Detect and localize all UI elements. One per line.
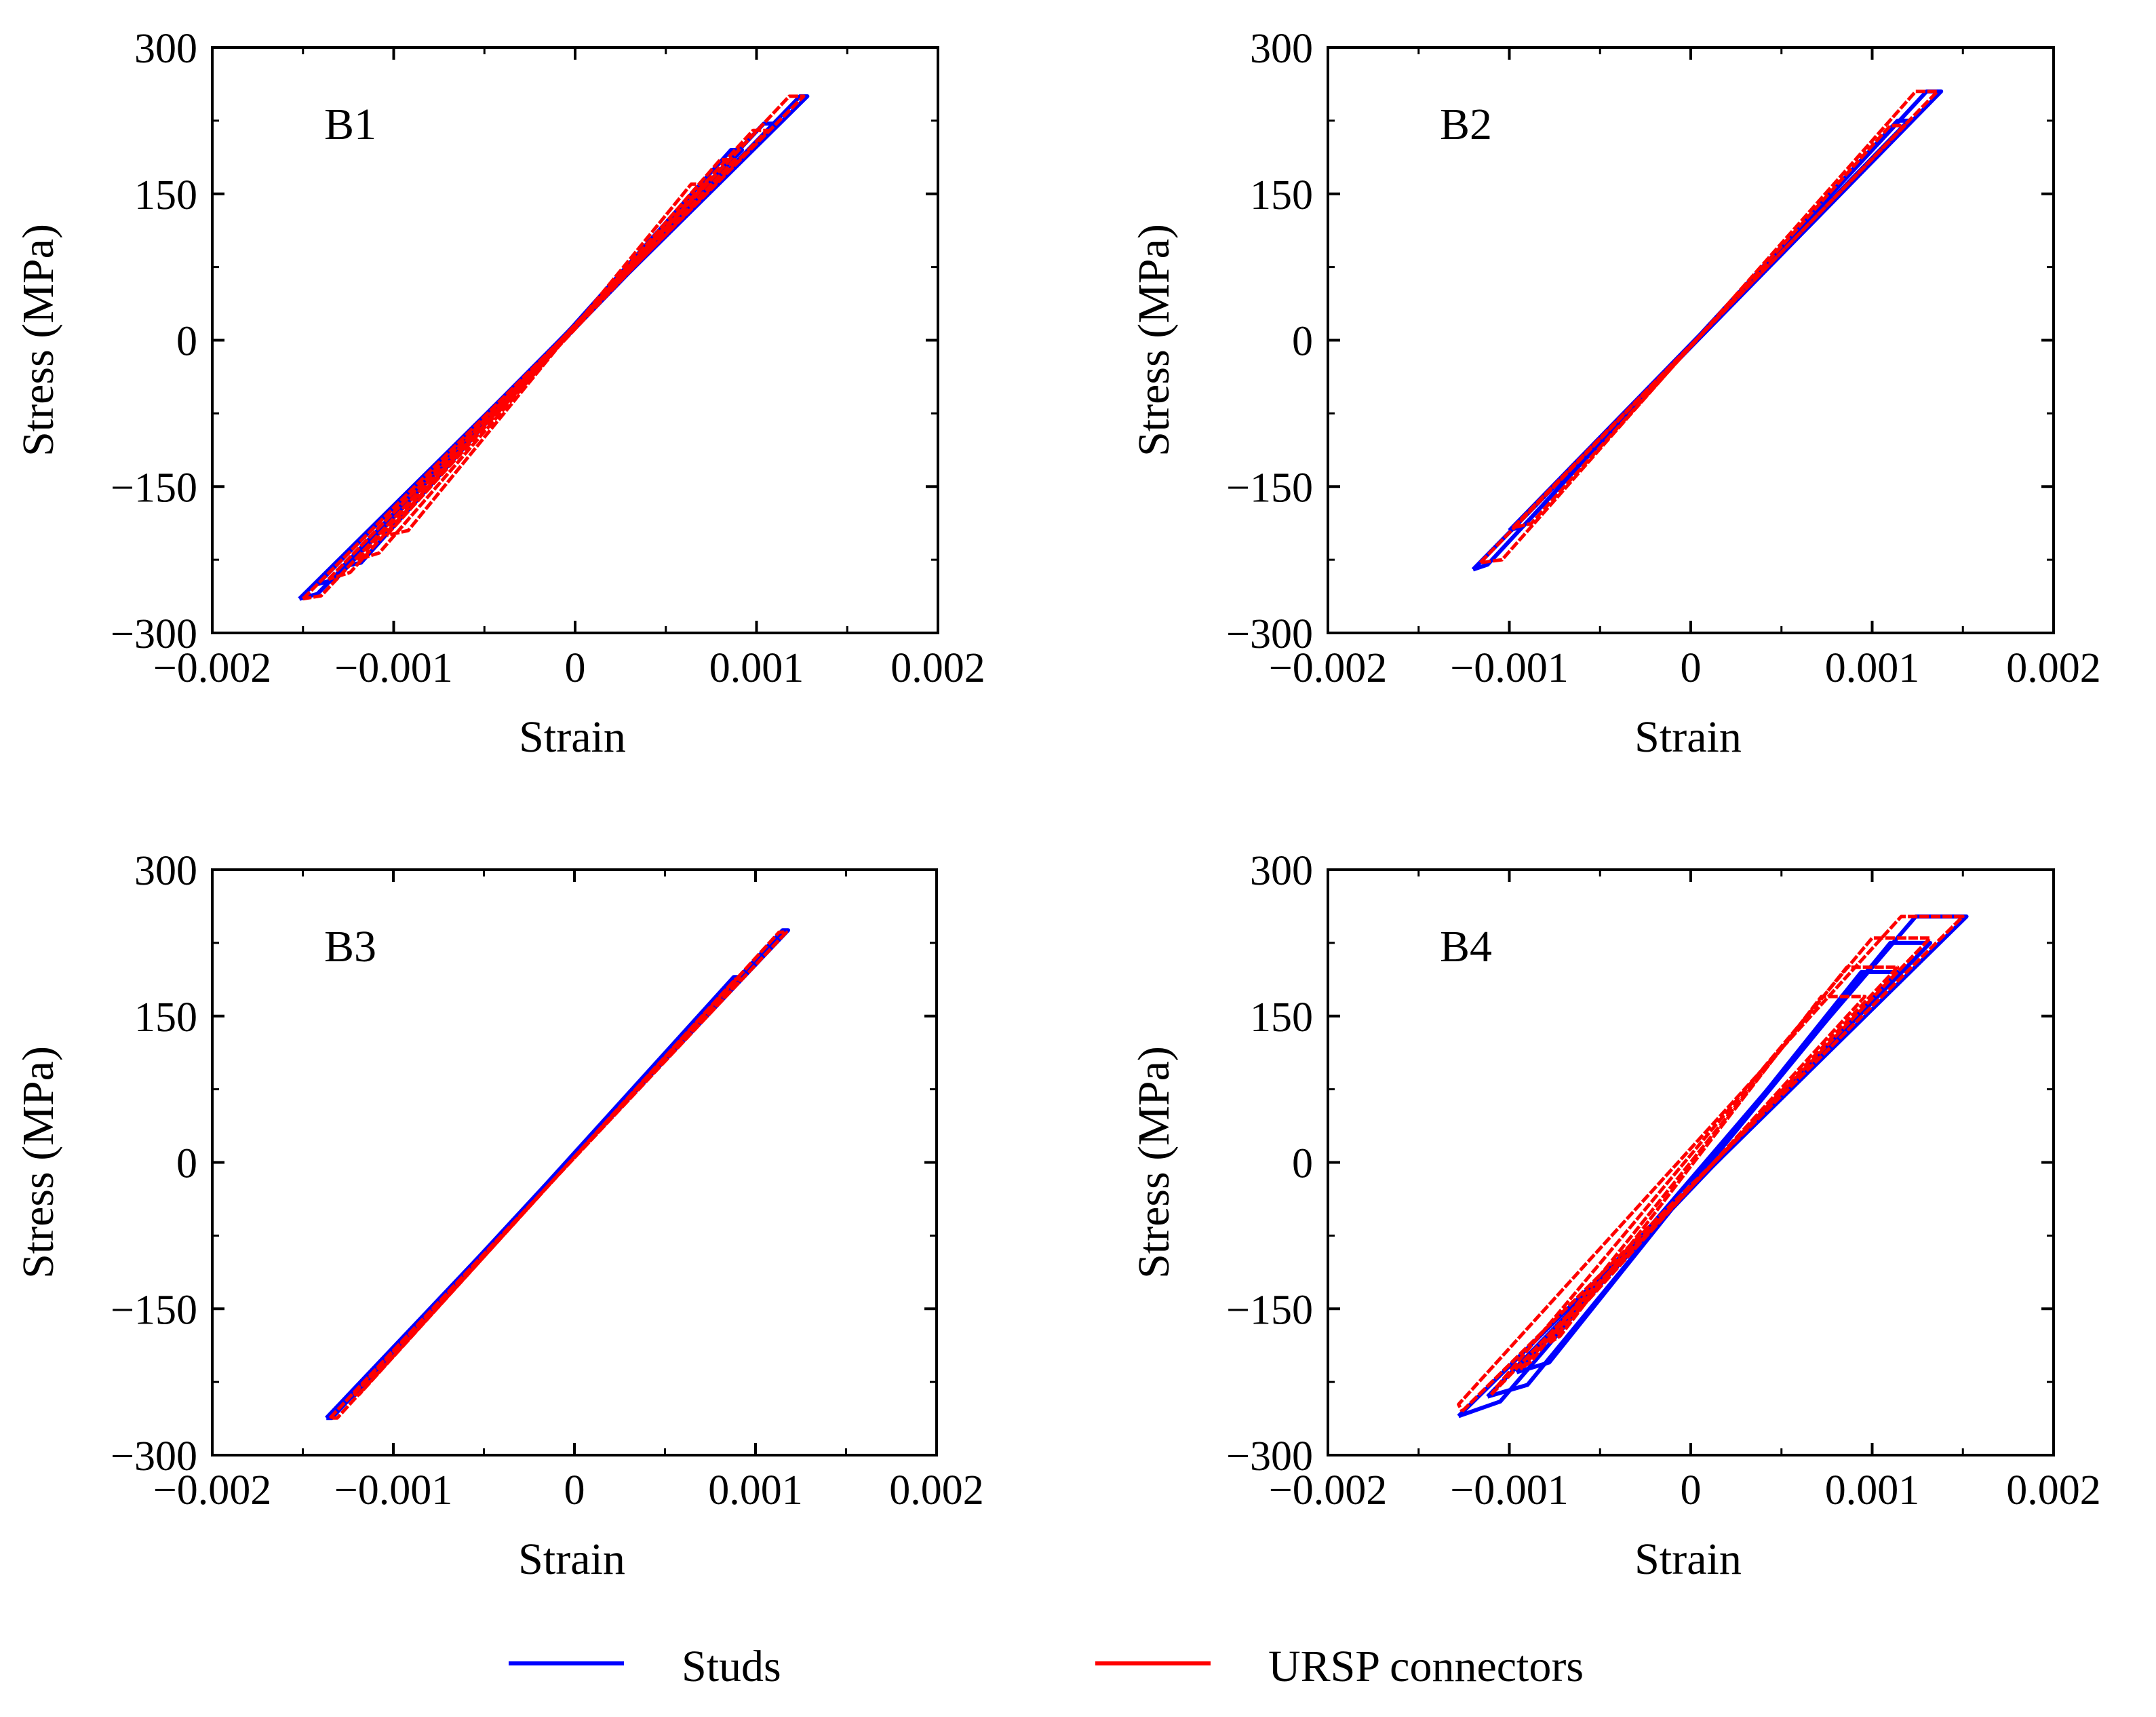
panel-label: B3: [324, 922, 376, 971]
x-tick-label: 0.001: [1825, 1467, 1920, 1513]
legend: Studs URSP connectors: [509, 1642, 1584, 1691]
plot-area: [1457, 914, 1969, 1419]
x-tick-label: 0: [565, 645, 586, 691]
x-tick-label: −0.001: [334, 1467, 452, 1513]
y-tick-label: −150: [1226, 1287, 1313, 1333]
x-axis-title: Strain: [1634, 712, 1742, 762]
x-tick-label: 0.002: [889, 1467, 984, 1513]
plot-frame: [211, 46, 939, 634]
y-tick-label: 300: [134, 26, 197, 72]
y-tick-label: −300: [1226, 1433, 1313, 1480]
y-tick-label: −150: [111, 1287, 197, 1333]
plot-frame: [1327, 868, 2055, 1456]
series-ursp-loop-3: [1548, 995, 1867, 1345]
series-ursp-loop-0: [1457, 914, 1965, 1413]
plot-area: [325, 928, 791, 1421]
x-tick-label: 0: [1681, 645, 1702, 691]
series-ursp-loop-1: [1512, 123, 1907, 530]
x-tick-label: 0.002: [890, 645, 985, 691]
x-axis-title: Strain: [1634, 1535, 1742, 1584]
legend-label-studs: Studs: [682, 1642, 781, 1691]
y-tick-label: 0: [1292, 319, 1313, 365]
y-tick-label: 300: [1250, 26, 1313, 72]
x-tick-label: 0.002: [2006, 1467, 2101, 1513]
panel-label: B1: [324, 100, 376, 149]
y-tick-label: 300: [134, 848, 197, 894]
chart-panel-b3: −0.002 −0.001 0 0.001 0.002 −300 −150 0 150 300 St…: [14, 848, 984, 1584]
x-tick-label: −0.002: [153, 645, 271, 691]
legend-label-ursp: URSP connectors: [1268, 1642, 1584, 1691]
series-ursp-loop-3: [385, 182, 708, 537]
series-ursp-loop-2: [1518, 965, 1900, 1371]
plot-frame: [1327, 46, 2055, 634]
x-tick-label: −0.001: [334, 645, 452, 691]
plot-area: [1471, 89, 1944, 572]
panel-label: B4: [1440, 922, 1492, 971]
x-tick-label: 0.002: [2006, 645, 2101, 691]
y-tick-label: 150: [1250, 995, 1313, 1041]
x-tick-label: 0: [564, 1467, 585, 1513]
y-tick-label: −150: [111, 465, 197, 511]
y-axis-title: Stress (MPa): [14, 1046, 63, 1279]
x-tick-label: −0.002: [153, 1467, 271, 1513]
y-tick-label: 0: [176, 1141, 197, 1187]
x-tick-label: −0.002: [1269, 645, 1387, 691]
x-tick-label: 0.001: [709, 645, 804, 691]
y-tick-label: −300: [1226, 611, 1313, 657]
series-ursp-loop-1: [327, 128, 770, 581]
x-tick-label: 0.001: [1825, 645, 1920, 691]
x-tick-label: 0.001: [708, 1467, 803, 1513]
y-tick-label: −300: [111, 611, 197, 657]
y-tick-label: 0: [1292, 1141, 1313, 1187]
chart-panel-b1: −0.002 −0.001 0 0.001 0.002 −300 −150 0 150 300 St…: [14, 26, 985, 762]
x-tick-label: −0.001: [1450, 1467, 1568, 1513]
x-axis-title: Strain: [518, 1535, 625, 1584]
y-tick-label: 0: [176, 319, 197, 365]
series-ursp-loop-0: [1478, 90, 1940, 564]
plot-area: [298, 94, 810, 601]
plot-frame: [211, 868, 938, 1456]
y-tick-label: −300: [111, 1433, 197, 1480]
y-axis-title: Stress (MPa): [14, 224, 63, 457]
x-tick-label: 0: [1681, 1467, 1702, 1513]
chart-panels: −0.002 −0.001 0 0.001 0.002 −300 −150 0 150 300 St…: [14, 26, 2101, 1584]
y-axis-title: Stress (MPa): [1129, 224, 1179, 457]
y-tick-label: 300: [1250, 848, 1313, 894]
y-tick-label: 150: [134, 995, 197, 1041]
series-ursp-loop-1: [352, 977, 743, 1397]
panel-label: B2: [1440, 100, 1492, 149]
chart-panel-b4: −0.002 −0.001 0 0.001 0.002 −300 −150 0 150 300 St…: [1129, 848, 2101, 1584]
x-tick-label: −0.002: [1269, 1467, 1387, 1513]
y-tick-label: −150: [1226, 465, 1313, 511]
chart-panel-b2: −0.002 −0.001 0 0.001 0.002 −300 −150 0 150 300 St…: [1129, 26, 2101, 762]
x-axis-title: Strain: [519, 712, 626, 762]
x-tick-label: −0.001: [1450, 645, 1568, 691]
y-tick-label: 150: [134, 172, 197, 218]
y-tick-label: 150: [1250, 172, 1313, 218]
y-axis-title: Stress (MPa): [1129, 1046, 1179, 1279]
